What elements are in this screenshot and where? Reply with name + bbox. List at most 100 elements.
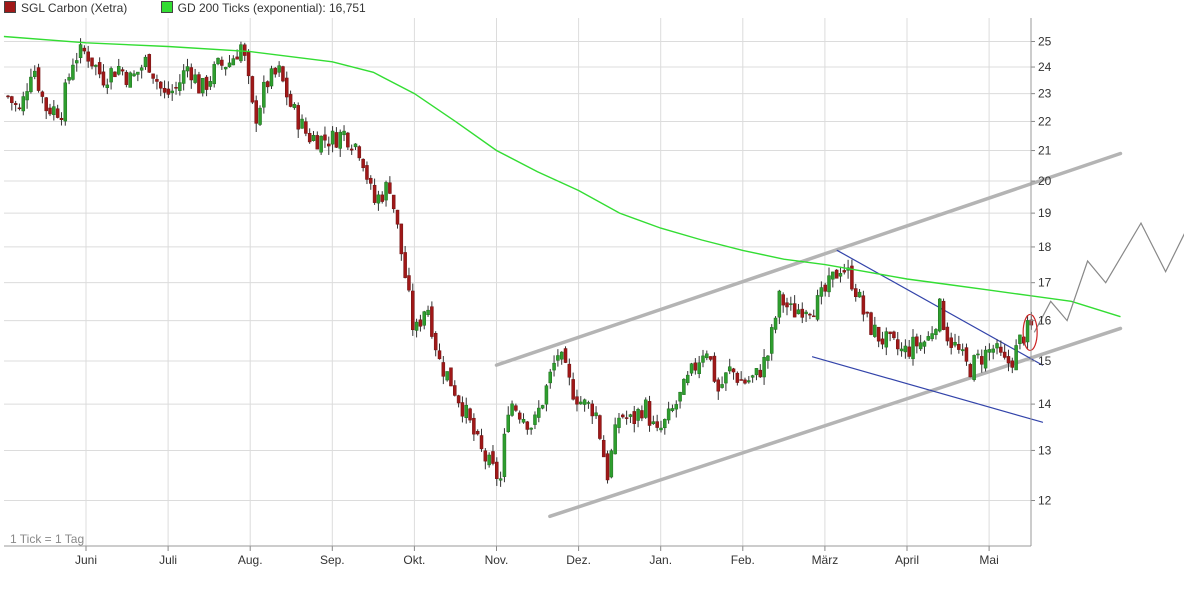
x-tick-label-3: Sep.	[320, 553, 345, 567]
candle-body-60	[235, 56, 239, 60]
candle-body-200	[769, 327, 774, 354]
candle-body-40	[158, 81, 163, 89]
candle-body-138	[533, 414, 537, 425]
candle-body-151	[582, 399, 587, 405]
candle-body-167	[643, 399, 648, 418]
candle-body-105	[407, 275, 411, 291]
candle-body-54	[212, 64, 216, 85]
candle-body-48	[189, 67, 194, 81]
candle-body-236	[907, 346, 911, 357]
candle-body-219	[842, 270, 847, 273]
candle-body-6	[29, 76, 33, 93]
candle-body-224	[861, 295, 866, 315]
candle-body-148	[571, 379, 575, 400]
candle-body-158	[609, 450, 614, 478]
candle-body-103	[399, 223, 404, 255]
overlay	[1022, 221, 1184, 352]
candle-body-183	[705, 353, 709, 359]
candle-body-207	[796, 309, 801, 315]
candle-body-135	[521, 419, 526, 423]
candle-body-192	[739, 379, 743, 381]
y-tick-label-25: 25	[1038, 35, 1052, 49]
candle-body-98	[380, 194, 384, 202]
tick-footnote: 1 Tick = 1 Tag	[10, 532, 84, 546]
candle-body-140	[540, 405, 545, 409]
candle-body-166	[640, 410, 644, 419]
candle-body-169	[651, 421, 656, 424]
candle-body-7	[32, 70, 37, 77]
candle-body-227	[873, 324, 877, 337]
candle-body-267	[1025, 320, 1030, 343]
candle-body-8	[36, 67, 41, 91]
candle-body-205	[789, 303, 793, 305]
candle-body-11	[48, 107, 52, 115]
candle-body-153	[590, 403, 595, 417]
candle-body-233	[895, 339, 900, 350]
candle-body-150	[579, 401, 583, 405]
candle-body-80	[311, 135, 316, 141]
candle-body-259	[995, 343, 999, 349]
candle-body-197	[758, 369, 763, 378]
candle-body-36	[143, 56, 148, 67]
candle-body-127	[491, 451, 495, 464]
candle-body-142	[548, 371, 552, 384]
candle-body-76	[296, 105, 300, 130]
candle-body-245	[941, 300, 946, 330]
legend-item-sgl: SGL Carbon (Xetra)	[4, 0, 127, 16]
candle-body-62	[243, 44, 247, 56]
candle-body-185	[712, 355, 717, 382]
candle-body-210	[808, 313, 812, 316]
candle-body-14	[59, 117, 64, 120]
candle-body-237	[911, 336, 915, 360]
candle-body-49	[193, 74, 197, 83]
candle-body-170	[655, 421, 659, 428]
candle-body-137	[529, 427, 533, 430]
candle-body-46	[181, 70, 186, 84]
candle-body-88	[342, 130, 346, 136]
candle-body-79	[307, 133, 312, 143]
candle-body-125	[483, 450, 488, 462]
candle-body-71	[277, 65, 281, 73]
candle-body-175	[674, 404, 679, 410]
candle-body-203	[781, 294, 785, 306]
candle-body-95	[369, 177, 373, 184]
y-tick-label-23: 23	[1038, 87, 1052, 101]
candle-body-223	[857, 291, 862, 298]
y-tick-label-14: 14	[1038, 397, 1052, 411]
channel-upper-line	[494, 151, 1123, 367]
candle-body-215	[827, 275, 831, 293]
candle-body-231	[888, 331, 892, 334]
candle-body-173	[666, 408, 671, 421]
candle-body-38	[151, 73, 155, 79]
candle-body-264	[1014, 345, 1018, 371]
candle-body-30	[120, 69, 125, 72]
candle-body-152	[586, 402, 591, 404]
candle-body-143	[552, 362, 556, 371]
candle-body-171	[659, 427, 663, 431]
candle-body-145	[559, 351, 564, 360]
y-tick-label-15: 15	[1038, 354, 1052, 368]
candle-body-123	[475, 431, 480, 435]
candle-body-179	[689, 363, 694, 374]
candle-body-82	[319, 135, 323, 153]
candle-body-22	[90, 57, 94, 67]
candle-body-139	[537, 407, 541, 418]
candle-body-109	[422, 311, 426, 326]
candle-body-155	[598, 415, 602, 439]
candle-body-262	[1006, 356, 1011, 364]
candle-body-19	[78, 44, 83, 58]
candle-body-260	[999, 346, 1003, 353]
candle-body-180	[693, 362, 698, 371]
candle-body-198	[762, 357, 766, 378]
candle-body-31	[124, 71, 129, 85]
candle-body-25	[101, 71, 106, 86]
candle-body-68	[265, 81, 270, 88]
candle-body-56	[220, 59, 224, 66]
candle-body-202	[777, 290, 782, 318]
candle-body-119	[460, 402, 465, 417]
y-tick-label-22: 22	[1038, 114, 1052, 128]
axes: 12 13 14 15 16 17 18 19 20 21 22 23 24 25 Juni Juli Aug.…	[4, 18, 1052, 567]
candle-body-122	[472, 417, 476, 435]
y-tick-label-18: 18	[1038, 240, 1052, 254]
candle-body-15	[63, 82, 68, 122]
